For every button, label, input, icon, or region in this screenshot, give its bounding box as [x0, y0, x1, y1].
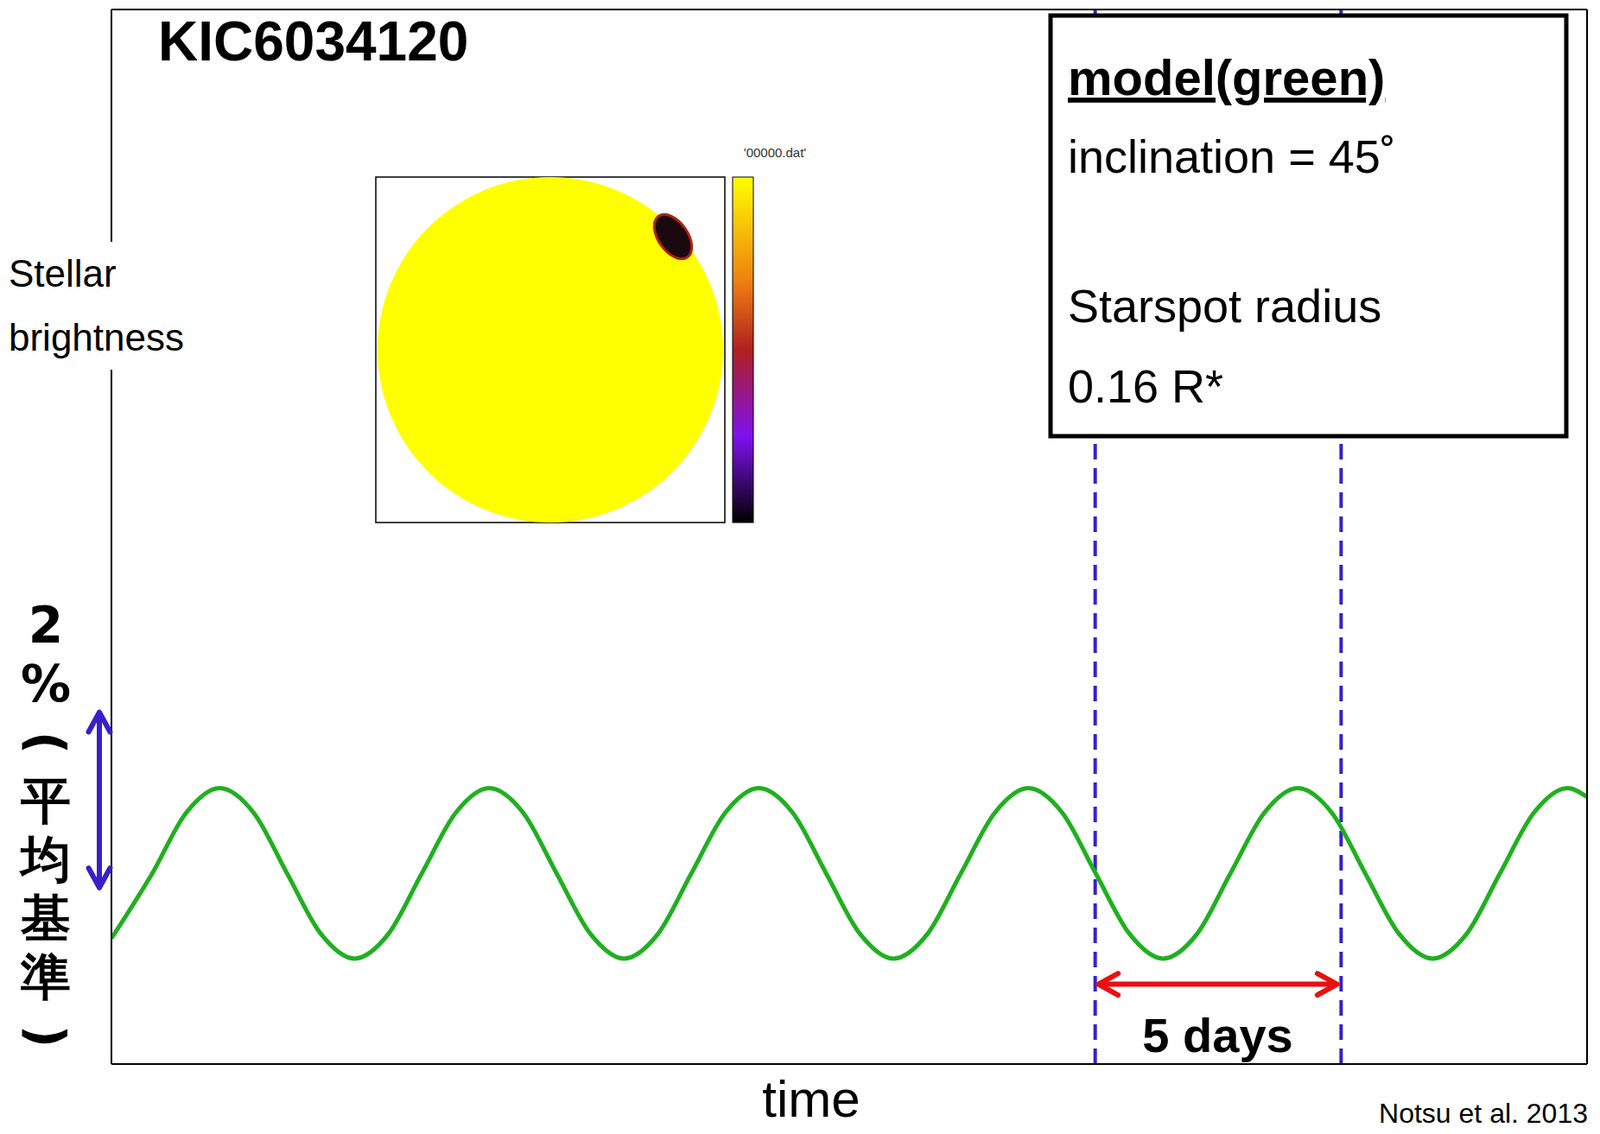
svg-text:Starspot radius: Starspot radius	[1067, 279, 1382, 332]
svg-text:KIC6034120: KIC6034120	[158, 10, 469, 73]
svg-text:inclination = 45˚: inclination = 45˚	[1067, 130, 1397, 183]
svg-text:model(green): model(green)	[1067, 49, 1385, 106]
html-text:Stellar brightness: Stellar brightness	[8, 252, 185, 359]
svg-text:0.16 R*: 0.16 R*	[1067, 360, 1224, 413]
html-text:平: 平	[20, 771, 71, 831]
svg-text:Notsu et al. 2013: Notsu et al. 2013	[1378, 1098, 1588, 1130]
svg-text:'00000.dat': '00000.dat'	[743, 145, 807, 160]
html-text:2: 2	[28, 596, 64, 655]
html-text:均: 均	[20, 830, 71, 889]
html-text:準: 準	[20, 947, 71, 1007]
html-text:基: 基	[20, 888, 71, 948]
svg-text:5 days: 5 days	[1142, 1008, 1293, 1063]
svg-text:time: time	[761, 1070, 860, 1129]
